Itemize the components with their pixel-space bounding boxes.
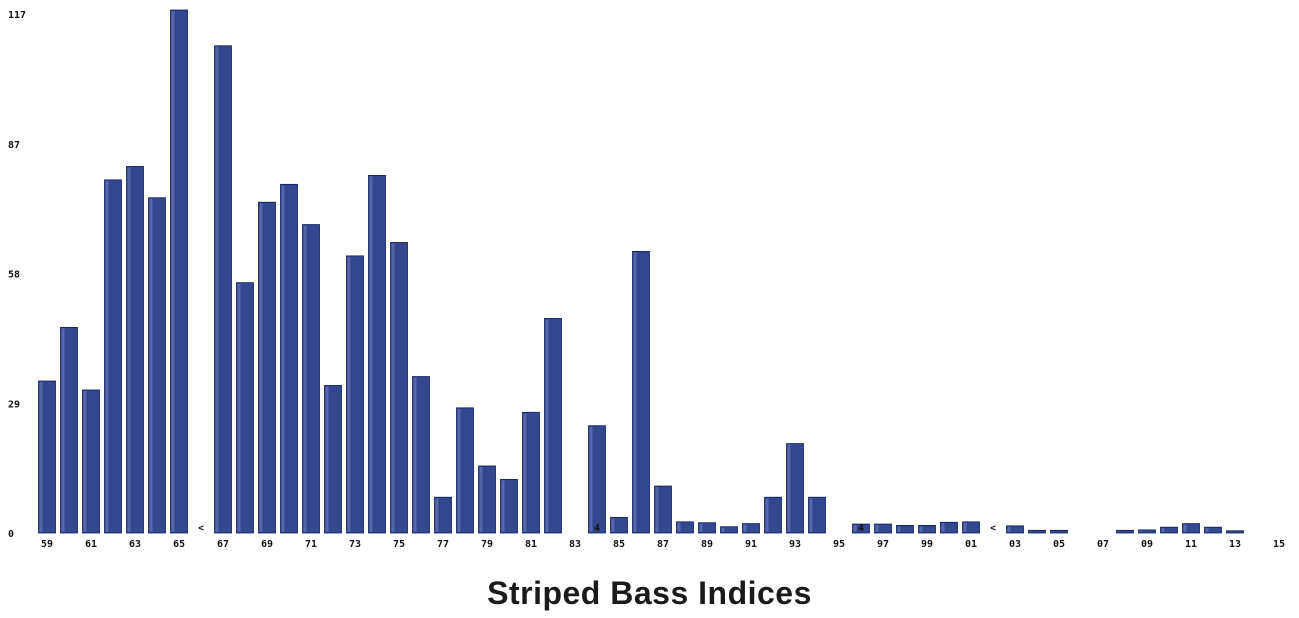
x-tick-label: 69 <box>261 539 273 550</box>
bar-64 <box>148 197 166 534</box>
missing-year-marker: < <box>990 523 996 534</box>
x-tick-label: 65 <box>173 539 185 550</box>
x-tick-label: 93 <box>789 539 801 550</box>
y-tick-label: 58 <box>8 270 20 281</box>
bar-13 <box>1226 530 1244 534</box>
missing-year-marker: < <box>198 523 204 534</box>
bar-82 <box>544 318 562 534</box>
bar-97 <box>874 523 892 534</box>
bar-88 <box>676 521 694 534</box>
bar-89 <box>698 522 716 534</box>
bar-78 <box>456 407 474 534</box>
x-tick-label: 11 <box>1185 539 1197 550</box>
x-tick-label: 85 <box>613 539 625 550</box>
missing-marker-group: <4 4 < <box>198 523 996 534</box>
bar-92 <box>764 496 782 534</box>
bar-75 <box>390 242 408 534</box>
bar-05 <box>1050 529 1068 534</box>
x-tick-label: 99 <box>921 539 933 550</box>
x-tick-label: 01 <box>965 539 977 550</box>
bar-67 <box>214 45 232 534</box>
bar-76 <box>412 376 430 534</box>
bar-03 <box>1006 525 1024 534</box>
bar-68 <box>236 282 254 534</box>
x-axis-ticks: 59 61 63 65 67 69 71 73 75 77 79 81 83 85 87 89 91 93 95 97… <box>41 539 1285 550</box>
bar-86 <box>632 250 650 534</box>
x-tick-label: 89 <box>701 539 713 550</box>
bar-72 <box>324 385 342 534</box>
x-tick-label: 79 <box>481 539 493 550</box>
x-tick-label: 03 <box>1009 539 1021 550</box>
bar-59 <box>38 380 56 534</box>
x-tick-label: 75 <box>393 539 405 550</box>
x-tick-label: 81 <box>525 539 537 550</box>
x-tick-label: 91 <box>745 539 757 550</box>
bar-12 <box>1204 526 1222 534</box>
bar-69 <box>258 201 276 534</box>
y-tick-label: 0 <box>8 529 14 540</box>
bar-85 <box>610 516 628 534</box>
bar-87 <box>654 485 672 534</box>
bar-80 <box>500 478 518 534</box>
bar-08 <box>1116 529 1134 534</box>
y-tick-label: 117 <box>8 10 26 21</box>
x-tick-label: 83 <box>569 539 581 550</box>
x-tick-label: 07 <box>1097 539 1109 550</box>
missing-year-marker: 4 <box>594 523 600 534</box>
bar-90 <box>720 526 738 534</box>
bar-73 <box>346 255 364 534</box>
bar-10 <box>1160 526 1178 534</box>
x-tick-label: 13 <box>1229 539 1241 550</box>
y-tick-label: 87 <box>8 140 20 151</box>
bar-99 <box>918 525 936 534</box>
bar-84 <box>588 425 606 534</box>
bar-81 <box>522 411 540 534</box>
chart-title: Striped Bass Indices <box>487 575 812 611</box>
x-tick-label: 15 <box>1273 539 1285 550</box>
x-tick-label: 61 <box>85 539 97 550</box>
x-tick-label: 73 <box>349 539 361 550</box>
bar-65 <box>170 9 188 534</box>
y-axis-ticks: 117 87 58 29 0 <box>8 10 26 540</box>
bar-79 <box>478 465 496 534</box>
bar-98 <box>896 525 914 534</box>
x-tick-label: 77 <box>437 539 449 550</box>
x-tick-label: 71 <box>305 539 317 550</box>
bar-74 <box>368 174 386 534</box>
bar-62 <box>104 179 122 534</box>
bar-71 <box>302 224 320 534</box>
bar-91 <box>742 523 760 534</box>
bar-01 <box>962 521 980 534</box>
x-tick-label: 97 <box>877 539 889 550</box>
bar-60 <box>60 326 78 534</box>
missing-year-marker: 4 <box>858 523 864 534</box>
bar-09 <box>1138 529 1156 534</box>
x-tick-label: 87 <box>657 539 669 550</box>
bar-group <box>38 9 1244 534</box>
x-tick-label: 67 <box>217 539 229 550</box>
bar-00 <box>940 521 958 534</box>
bar-77 <box>434 496 452 534</box>
bar-93 <box>786 443 804 534</box>
bar-96 <box>852 523 870 534</box>
x-tick-label: 63 <box>129 539 141 550</box>
x-tick-label: 09 <box>1141 539 1153 550</box>
bar-63 <box>126 166 144 534</box>
bar-61 <box>82 389 100 534</box>
bar-70 <box>280 183 298 534</box>
bar-11 <box>1182 523 1200 534</box>
y-tick-label: 29 <box>8 399 20 410</box>
x-tick-label: 95 <box>833 539 845 550</box>
bar-94 <box>808 496 826 534</box>
bar-04 <box>1028 529 1046 534</box>
x-tick-label: 05 <box>1053 539 1065 550</box>
x-tick-label: 59 <box>41 539 53 550</box>
